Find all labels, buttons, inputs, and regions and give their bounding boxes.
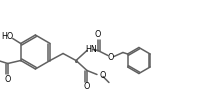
Text: O: O (107, 53, 114, 62)
Text: O: O (100, 71, 106, 80)
Text: HN: HN (85, 45, 96, 54)
Text: HO: HO (2, 32, 14, 41)
Text: O: O (83, 82, 90, 91)
Text: O: O (4, 75, 11, 84)
Text: O: O (94, 30, 101, 39)
